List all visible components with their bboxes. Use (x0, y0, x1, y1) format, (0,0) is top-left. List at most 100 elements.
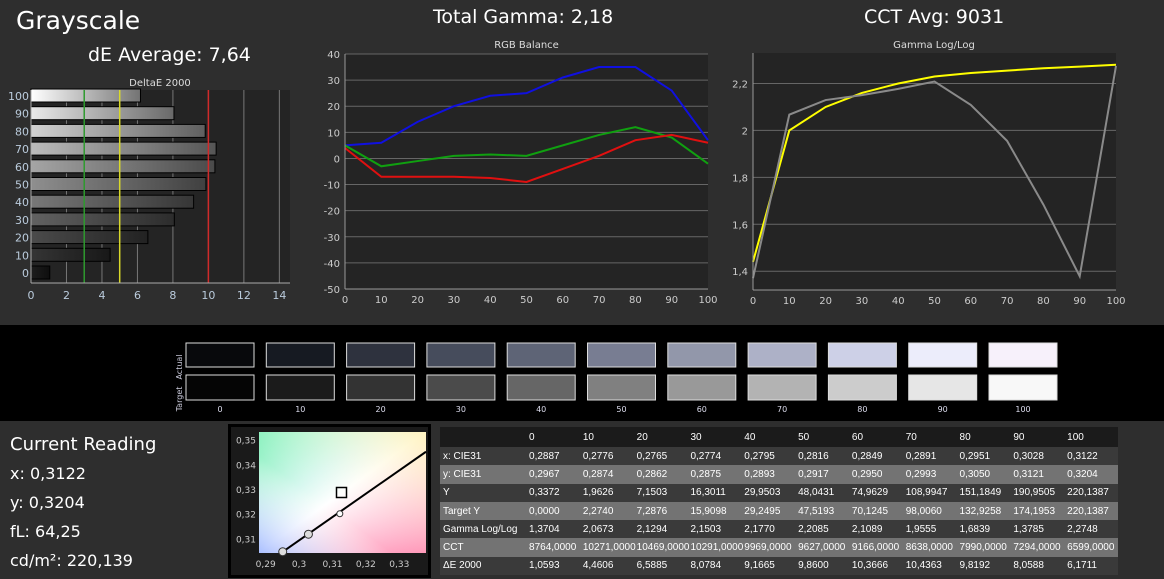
x-tick-label: 100 (698, 295, 717, 306)
actual-swatch (587, 342, 656, 368)
table-cell: 2,1294 (633, 520, 688, 539)
deltae-bar (30, 159, 216, 174)
reading-x: x: 0,3122 (10, 464, 86, 483)
table-cell: 0,2875 (687, 465, 742, 484)
table-row: y: CIE31 0,2967 0,2874 0,2862 0,2875 0,2893 0,… (440, 465, 1118, 484)
swatch-level-label: 20 (376, 405, 386, 414)
table-cell: 0,2795 (741, 447, 796, 466)
rgb-balance-title: RGB Balance (494, 40, 559, 51)
swatch-level-label: 30 (456, 405, 466, 414)
deltae-bar (30, 88, 141, 103)
x-tick-label: 30 (448, 295, 461, 306)
x-tick-label: 0,31 (322, 560, 342, 570)
current-reading-title: Current Reading (10, 434, 157, 455)
table-cell: 220,1387 (1064, 501, 1118, 521)
table-cell: 1,9555 (902, 520, 957, 539)
row-label-target: Target (175, 387, 184, 413)
deltae-bar (30, 106, 175, 121)
measurement-point (303, 529, 313, 539)
grayscale-swatches: Actual Target 0 10 20 30 40 50 60 70 80 90 100 (175, 342, 1058, 414)
table-cell: 0,2874 (579, 465, 634, 484)
table-cell: 7294,0000 (1010, 538, 1065, 557)
table-cell: 0,2950 (848, 465, 903, 484)
table-cell: 2,2748 (1064, 520, 1118, 539)
actual-swatch (827, 342, 897, 368)
actual-swatch (667, 342, 737, 368)
table-cell: 0,3204 (1064, 465, 1118, 484)
actual-swatch (747, 342, 817, 368)
y-tick-label: 10 (15, 249, 29, 262)
x-tick-label: 90 (665, 295, 678, 306)
target-swatch (827, 374, 897, 401)
table-cell: 132,9258 (956, 501, 1011, 521)
page-title: Grayscale (16, 6, 141, 35)
table-cell: 190,9505 (1010, 483, 1065, 502)
x-tick-label: 60 (964, 296, 977, 307)
x-tick-label: 0,3 (292, 560, 306, 570)
table-cell: 9,8600 (795, 556, 849, 576)
y-tick-label: 0 (334, 154, 340, 165)
x-tick-label: 10 (201, 289, 215, 302)
table-cell: 10,4363 (902, 556, 957, 576)
table-cell: 74,9629 (848, 483, 903, 502)
x-tick-label: 40 (484, 295, 497, 306)
table-cell: 2,1089 (848, 520, 903, 539)
table-cell: 0,0000 (526, 501, 580, 521)
table-cell: 0,2776 (579, 447, 634, 466)
column-header: 20 (633, 427, 688, 447)
table-row: Y 0,3372 1,9626 7,1503 16,3011 29,9503 48,0431… (440, 483, 1118, 502)
x-tick-label: 80 (629, 295, 642, 306)
deltae-bar (30, 230, 149, 245)
table-cell: 1,3704 (526, 520, 580, 539)
swatch-level-label: 40 (536, 405, 546, 414)
target-swatch (667, 374, 737, 401)
table-cell: 0,2891 (902, 447, 957, 466)
y-tick-label: 0,34 (236, 461, 256, 471)
table-row: x: CIE31 0,2887 0,2776 0,2765 0,2774 0,2795 0,… (440, 447, 1118, 466)
table-cell: x: CIE31 (440, 447, 527, 466)
x-tick-label: 6 (134, 289, 141, 302)
measurement-table: 0 10 20 30 40 50 60 70 80 90 100 x: CIE31 0,2887 0,27… (440, 427, 1118, 576)
table-cell: 10,3666 (848, 556, 903, 576)
x-tick-label: 0 (750, 296, 756, 307)
x-tick-label: 50 (520, 295, 533, 306)
swatch-level-label: 90 (938, 405, 948, 414)
target-swatch (587, 374, 656, 401)
reading-y: y: 0,3204 (10, 493, 85, 512)
deltae-bar (30, 141, 217, 156)
table-cell: 0,2967 (526, 465, 580, 484)
x-tick-label: 8 (169, 289, 176, 302)
target-whitepoint (335, 486, 348, 499)
table-cell: 48,0431 (795, 483, 849, 502)
table-cell: 6599,0000 (1064, 538, 1118, 557)
cie-chart-plot: 0,29 0,3 0,31 0,32 0,33 0,35 0,34 0,33 0,32 0,31 (236, 432, 427, 570)
table-cell: 2,0673 (579, 520, 634, 539)
table-cell: 2,1503 (687, 520, 742, 539)
deltae-bar (30, 212, 175, 227)
reading-cdm2: cd/m²: 220,139 (10, 551, 133, 570)
y-tick-label: 40 (327, 50, 340, 61)
table-cell: 0,2893 (741, 465, 796, 484)
table-cell: 2,2085 (795, 520, 849, 539)
target-swatch (988, 374, 1058, 401)
table-cell: 174,1953 (1010, 501, 1065, 521)
table-cell: 0,3050 (956, 465, 1011, 484)
x-tick-label: 100 (1106, 296, 1125, 307)
table-cell: 7990,0000 (956, 538, 1011, 557)
actual-swatch (506, 342, 576, 368)
y-tick-label: 70 (15, 143, 29, 156)
swatch-level-label: 0 (217, 405, 222, 414)
series-line (344, 126, 709, 168)
table-cell: 0,3122 (1064, 447, 1118, 466)
table-row: ΔE 2000 1,0593 4,4606 6,5885 8,0784 9,1665 9,8… (440, 556, 1118, 576)
y-tick-label: 0 (22, 267, 29, 280)
current-reading: Current Reading x: 0,3122 y: 0,3204 fL: … (10, 430, 156, 575)
table-row: Target Y 0,0000 2,2740 7,2876 15,9098 29,2495… (440, 501, 1118, 521)
target-swatch (506, 374, 576, 401)
series-line (752, 63, 1117, 263)
table-cell: 10291,0000 (687, 538, 743, 557)
table-cell: Gamma Log/Log (440, 520, 527, 539)
y-tick-label: 100 (8, 90, 29, 103)
column-header: 40 (741, 427, 796, 447)
de-average: dE Average: 7,64 (88, 44, 251, 66)
